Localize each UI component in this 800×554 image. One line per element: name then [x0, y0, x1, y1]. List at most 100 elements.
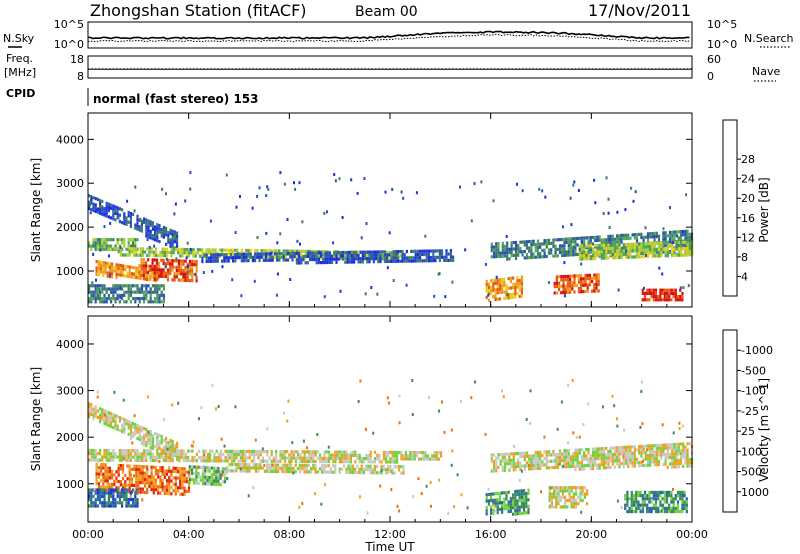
echo-cell [435, 451, 438, 455]
echo-cell [134, 300, 137, 304]
echo-cell [518, 288, 521, 292]
echo-cell [124, 483, 127, 487]
echo-cell [182, 449, 185, 453]
echo-cell [136, 430, 139, 434]
echo-cell [399, 250, 402, 254]
echo-cell [312, 450, 315, 454]
echo-cell [576, 451, 579, 455]
echo-cell [115, 479, 118, 483]
echo-cell [101, 247, 104, 251]
echo-cell [89, 203, 92, 207]
echo-cell [506, 254, 509, 258]
echo-cell [607, 243, 610, 247]
echo-cell [637, 500, 640, 504]
echo-cell [536, 450, 540, 454]
echo-cell [88, 452, 91, 456]
echo-cell [516, 512, 519, 516]
echo-cell [121, 297, 124, 301]
echo-cell [640, 444, 643, 448]
echo-cell [112, 416, 115, 420]
echo-cell [140, 226, 143, 230]
echo-cell [255, 453, 258, 457]
echo-cell [276, 255, 279, 259]
echo-cell [300, 261, 303, 265]
echo-cell [136, 284, 139, 288]
echo-cell [561, 486, 564, 490]
echo-cell [503, 251, 507, 255]
echo-cell [679, 494, 682, 498]
echo-cell [671, 230, 674, 234]
echo-cell [90, 455, 93, 459]
echo-cell [514, 464, 518, 469]
echo-cell [174, 202, 177, 206]
echo-cell [176, 454, 179, 458]
echo-cell [523, 240, 526, 244]
echo-cell [282, 249, 285, 253]
echo-cell [215, 449, 218, 453]
echo-cell [216, 253, 219, 257]
echo-cell [138, 434, 141, 438]
echo-cell [369, 453, 372, 458]
echo-cell [252, 466, 255, 470]
echo-cell [101, 300, 104, 304]
echo-cell [216, 259, 219, 263]
echo-cell [490, 292, 493, 296]
echo-cell [118, 458, 121, 462]
echo-cell [428, 396, 431, 399]
echo-cell [387, 464, 390, 469]
echo-cell [565, 458, 568, 462]
echo-cell [191, 449, 194, 453]
echo-cell [94, 408, 97, 412]
echo-cell [553, 281, 556, 285]
echo-cell [581, 492, 584, 496]
echo-cell [234, 259, 237, 263]
echo-cell [97, 260, 100, 264]
echo-cell [622, 452, 625, 456]
echo-cell [217, 470, 220, 474]
echo-cell [90, 247, 93, 251]
echo-cell [307, 463, 310, 468]
echo-cell [103, 504, 106, 508]
echo-cell [350, 254, 353, 258]
echo-cell [659, 298, 662, 302]
echo-cell [208, 469, 211, 473]
echo-cell [616, 243, 619, 247]
echo-cell [115, 276, 118, 280]
echo-cell [107, 491, 110, 495]
echo-cell [187, 455, 190, 460]
echo-cell [171, 236, 174, 240]
echo-cell [503, 248, 507, 252]
echo-cell [509, 286, 512, 290]
echo-cell [609, 249, 612, 254]
echo-cell [299, 459, 302, 463]
echo-cell [99, 211, 102, 215]
echo-cell [285, 466, 288, 470]
echo-cell [114, 297, 117, 301]
echo-cell [121, 208, 124, 212]
echo-cell [94, 501, 97, 505]
echo-cell [501, 389, 503, 393]
echo-cell [652, 494, 655, 498]
echo-cell [653, 450, 656, 454]
echo-cell [657, 497, 660, 501]
echo-cell [140, 438, 143, 442]
echo-cell [640, 389, 643, 393]
echo-cell [327, 453, 330, 457]
echo-cell [240, 259, 243, 263]
echo-cell [106, 489, 109, 493]
echo-cell [100, 472, 103, 476]
echo-cell [116, 206, 119, 210]
echo-cell [328, 260, 331, 264]
echo-cell [194, 251, 197, 255]
echo-cell [283, 466, 286, 470]
echo-cell [221, 470, 224, 474]
echo-cell [90, 448, 93, 452]
echo-cell [144, 264, 148, 268]
time-axis: 00:00 04:00 08:00 12:00 16:00 20:00 00:00 [72, 113, 708, 541]
echo-cell [600, 450, 603, 454]
echo-cell [605, 446, 608, 451]
echo-cell [485, 512, 488, 516]
echo-cell [378, 457, 381, 461]
echo-cell [134, 432, 137, 436]
